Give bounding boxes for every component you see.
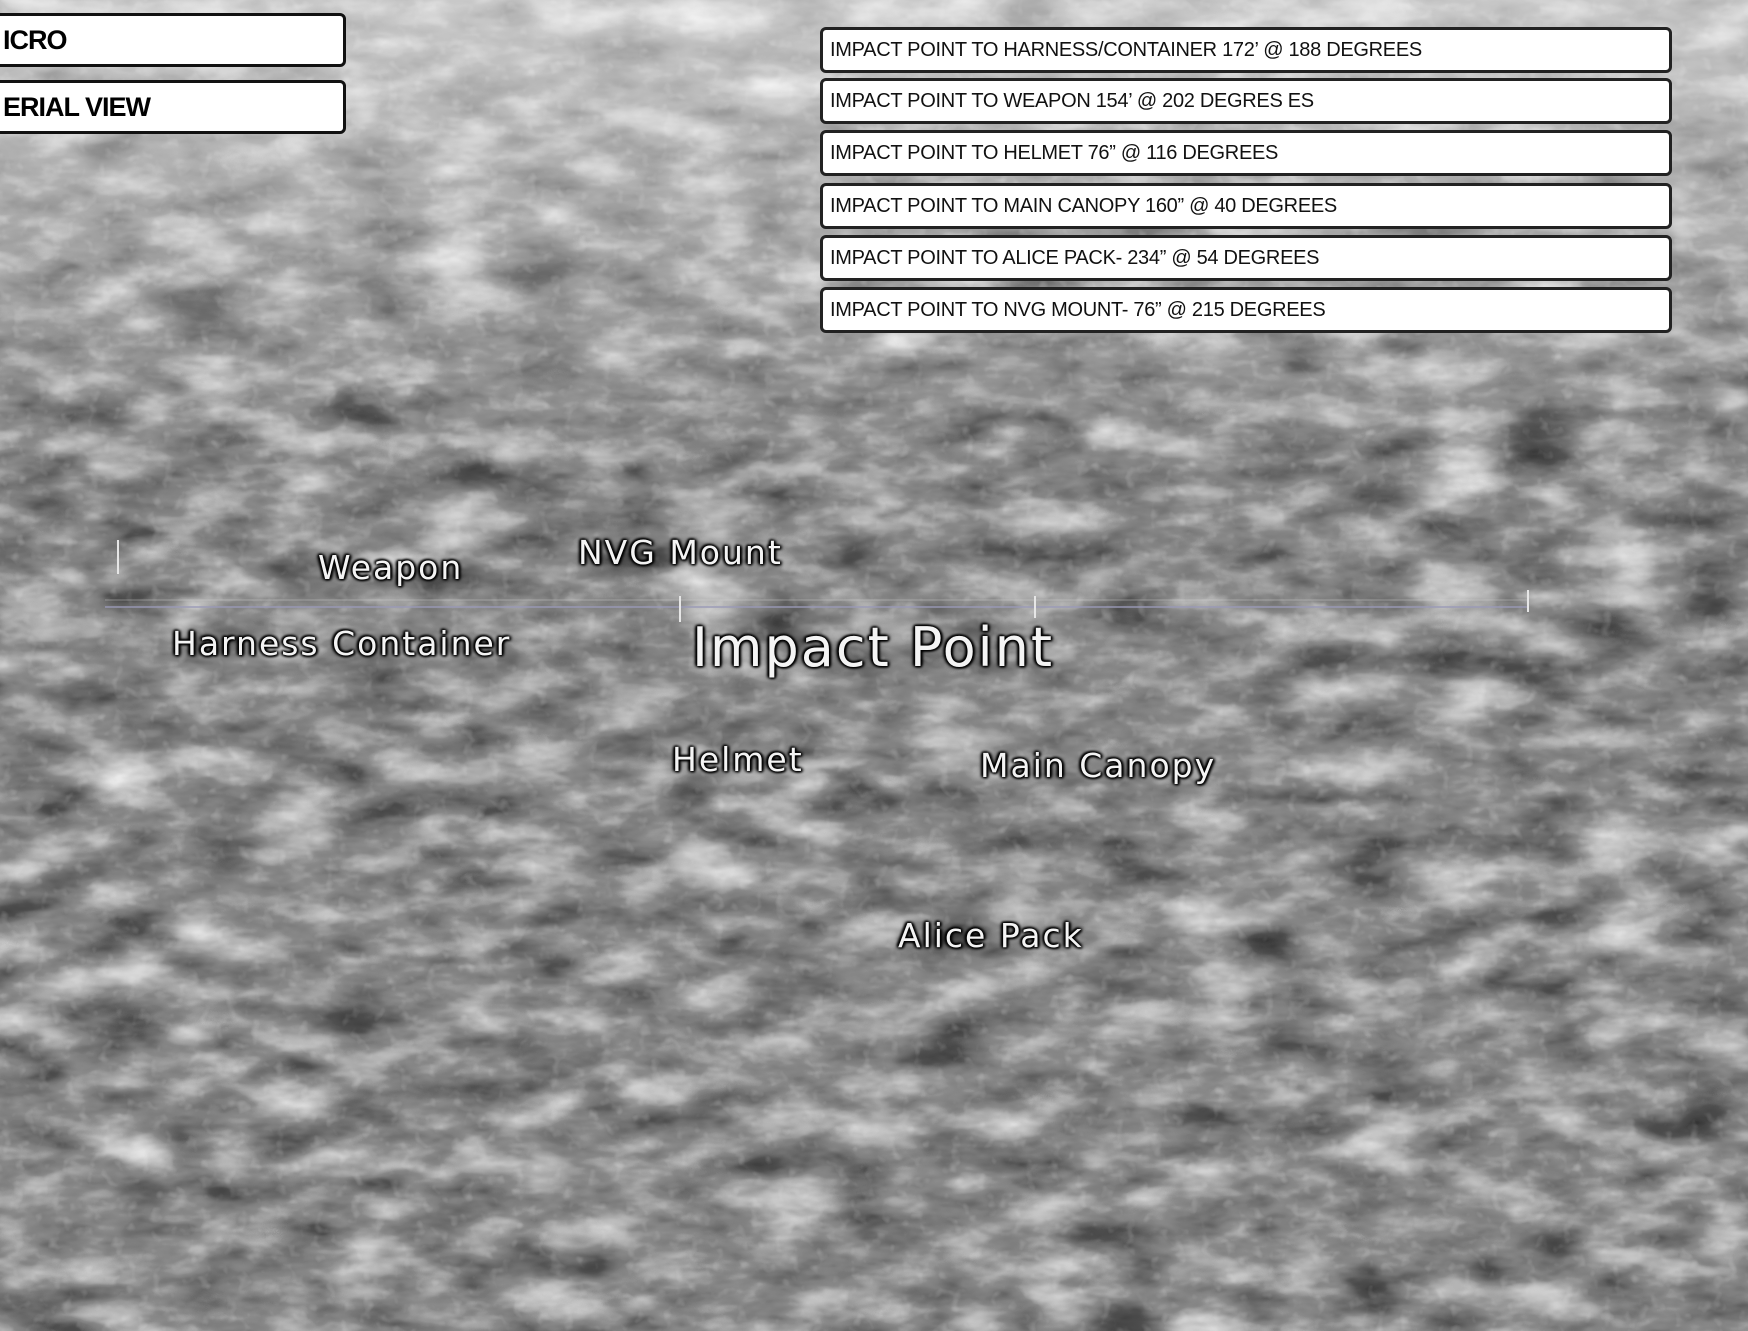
label-impact-point: Impact Point [692,616,1055,679]
label-harness-container: Harness Container [172,624,512,663]
legend-nvg-mount: IMPACT POINT TO NVG MOUNT- 76” @ 215 DEG… [820,287,1672,333]
legend-helmet: IMPACT POINT TO HELMET 76” @ 116 DEGREES [820,130,1672,176]
tab-aerial-view[interactable]: ERIAL VIEW [0,80,346,134]
label-alice-pack: Alice Pack [898,916,1084,955]
label-nvg-mount: NVG Mount [578,533,783,572]
label-weapon: Weapon [318,548,464,587]
legend-alice-pack: IMPACT POINT TO ALICE PACK- 234” @ 54 DE… [820,235,1672,281]
legend-main-canopy: IMPACT POINT TO MAIN CANOPY 160” @ 40 DE… [820,183,1672,229]
legend-weapon: IMPACT POINT TO WEAPON 154’ @ 202 DEGRES… [820,78,1672,124]
label-main-canopy: Main Canopy [980,746,1217,785]
tab-micro-view[interactable]: ICRO [0,13,346,67]
label-helmet: Helmet [672,740,804,779]
legend-harness-container: IMPACT POINT TO HARNESS/CONTAINER 172’ @… [820,27,1672,73]
